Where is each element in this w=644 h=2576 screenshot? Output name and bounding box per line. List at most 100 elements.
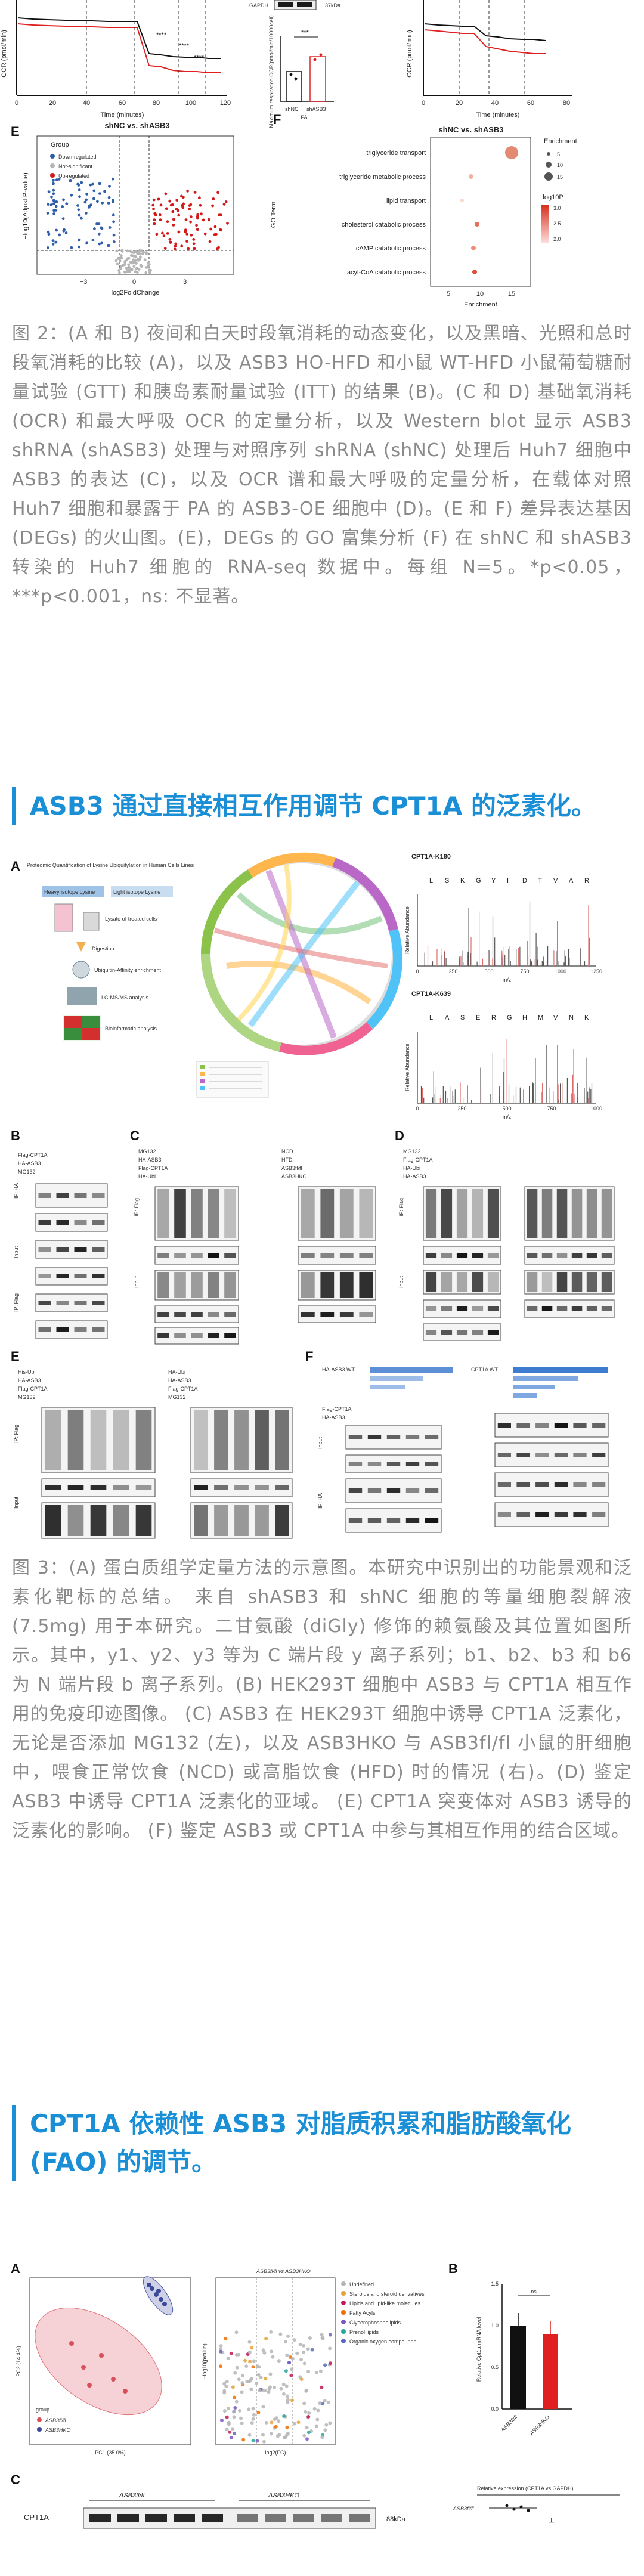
volcano2-legend-label: Fatty Acyls <box>349 2310 376 2316</box>
volcano2-point <box>251 2417 255 2421</box>
blot-band <box>194 1485 208 1490</box>
blot-smear <box>255 1410 269 1470</box>
blot-membrane <box>524 1186 615 1241</box>
peptide-residue: K <box>584 1014 589 1021</box>
volcano-point <box>212 197 215 200</box>
volcano2-point <box>232 2415 236 2419</box>
pca-group-wt: ASB3fl/fl <box>45 2417 67 2423</box>
volcano2-point <box>277 2419 281 2423</box>
volcano-point <box>185 240 188 243</box>
volcano-point <box>50 195 53 199</box>
peptide-residue: G <box>476 877 481 884</box>
volcano-point <box>51 242 55 246</box>
volcano-point <box>78 213 81 217</box>
volcano2-point <box>248 2360 252 2364</box>
volcano-point <box>123 259 127 263</box>
volcano-point <box>213 225 217 228</box>
volcano2-point <box>220 2418 224 2422</box>
volcano-point <box>78 188 81 191</box>
volcano2-point <box>323 2399 327 2403</box>
volcano2-point <box>229 2436 233 2439</box>
blot-band <box>527 1253 538 1258</box>
volcano-point <box>216 247 219 250</box>
volcano-point <box>135 271 139 274</box>
blot-band <box>554 1482 568 1487</box>
volcano-point <box>188 204 191 207</box>
volcano2-point <box>269 2330 273 2334</box>
peptide-residue: M <box>538 1014 543 1021</box>
quant-title: Relative expression (CPT1A vs GAPDH) <box>477 2485 574 2491</box>
volcano-point <box>175 199 179 202</box>
volcano-point <box>78 245 81 249</box>
volcano-point <box>69 179 72 182</box>
volcano2-point <box>290 2398 294 2402</box>
blot-smear <box>601 1272 612 1292</box>
volcano-point <box>177 230 181 234</box>
blot-smear <box>441 1189 453 1238</box>
blot-band <box>541 1306 553 1311</box>
blot-smear <box>234 1410 249 1470</box>
pca-point-wt <box>99 2353 104 2358</box>
volcano-point <box>140 249 143 252</box>
workflow-lysate: Lysate of treated cells <box>105 916 157 922</box>
blot-band <box>472 1306 484 1311</box>
volcano-point <box>100 226 103 230</box>
svg-text:60: 60 <box>527 100 534 107</box>
volcano2-point <box>323 2428 327 2432</box>
svg-text:IP: HA: IP: HA <box>317 1493 323 1509</box>
pca-point-ko <box>159 2297 163 2302</box>
volcano-point <box>52 209 55 212</box>
blot-band <box>113 1485 129 1490</box>
volcano-point <box>155 233 159 236</box>
volcano2-point <box>234 2399 239 2404</box>
svg-text:CPT1A WT: CPT1A WT <box>471 1367 499 1373</box>
volcano-point <box>77 208 80 212</box>
blot-band <box>92 1220 105 1225</box>
peptide-residue: R <box>584 877 589 884</box>
volcano-point <box>52 179 55 182</box>
volcano-point <box>119 254 123 257</box>
blot-smear <box>194 1505 208 1536</box>
workflow-digest: Digestion <box>92 946 114 952</box>
volcano-point <box>224 200 228 203</box>
blot-band <box>472 1330 484 1335</box>
volcano-point <box>116 257 120 260</box>
svg-text:ASB3fl/fl: ASB3fl/fl <box>281 1165 302 1171</box>
volcano2-legend-dot <box>341 2301 346 2305</box>
legend-up-dot <box>50 173 55 178</box>
blot-band <box>386 1518 401 1523</box>
volcano-point <box>209 227 213 231</box>
legend-group-title: Group <box>51 141 69 148</box>
pca-point-ko <box>156 2289 161 2293</box>
volcano-point <box>166 232 169 235</box>
blot-band <box>425 1306 437 1311</box>
volcano-point <box>89 203 92 207</box>
volcano-point <box>76 204 79 207</box>
volcano2-point <box>284 2369 288 2373</box>
peptide-residue: V <box>553 1014 558 1021</box>
volcano-point <box>78 238 81 242</box>
blot-band <box>556 1253 568 1258</box>
blot-band <box>208 1312 219 1317</box>
blot-band <box>535 1453 549 1457</box>
go-dot-4 <box>475 222 479 227</box>
volcano-point <box>65 202 69 205</box>
volcano-point <box>159 218 162 221</box>
volcano-point <box>98 192 101 195</box>
volcano2-point <box>278 2332 283 2336</box>
blot-band <box>425 1518 439 1523</box>
workflow-bioinfo: Bioinformatic analysis <box>105 1026 157 1032</box>
volcano-point <box>92 189 96 193</box>
volcano2-point <box>328 2333 332 2337</box>
volcano2-point <box>250 2346 254 2350</box>
svg-text:750: 750 <box>547 1106 556 1111</box>
bar-group-2: shASB3 <box>306 106 326 112</box>
cpt1a-band-label: CPT1A <box>24 2513 49 2522</box>
blot-band <box>425 1462 439 1466</box>
volcano2-point <box>245 2379 249 2383</box>
blot-band <box>487 1330 499 1335</box>
panel-e-volcano: E shNC vs. shASB3 Group Down-regulated N… <box>11 121 234 296</box>
peptide-residue: S <box>460 1014 465 1021</box>
volcano2-point <box>308 2336 312 2340</box>
